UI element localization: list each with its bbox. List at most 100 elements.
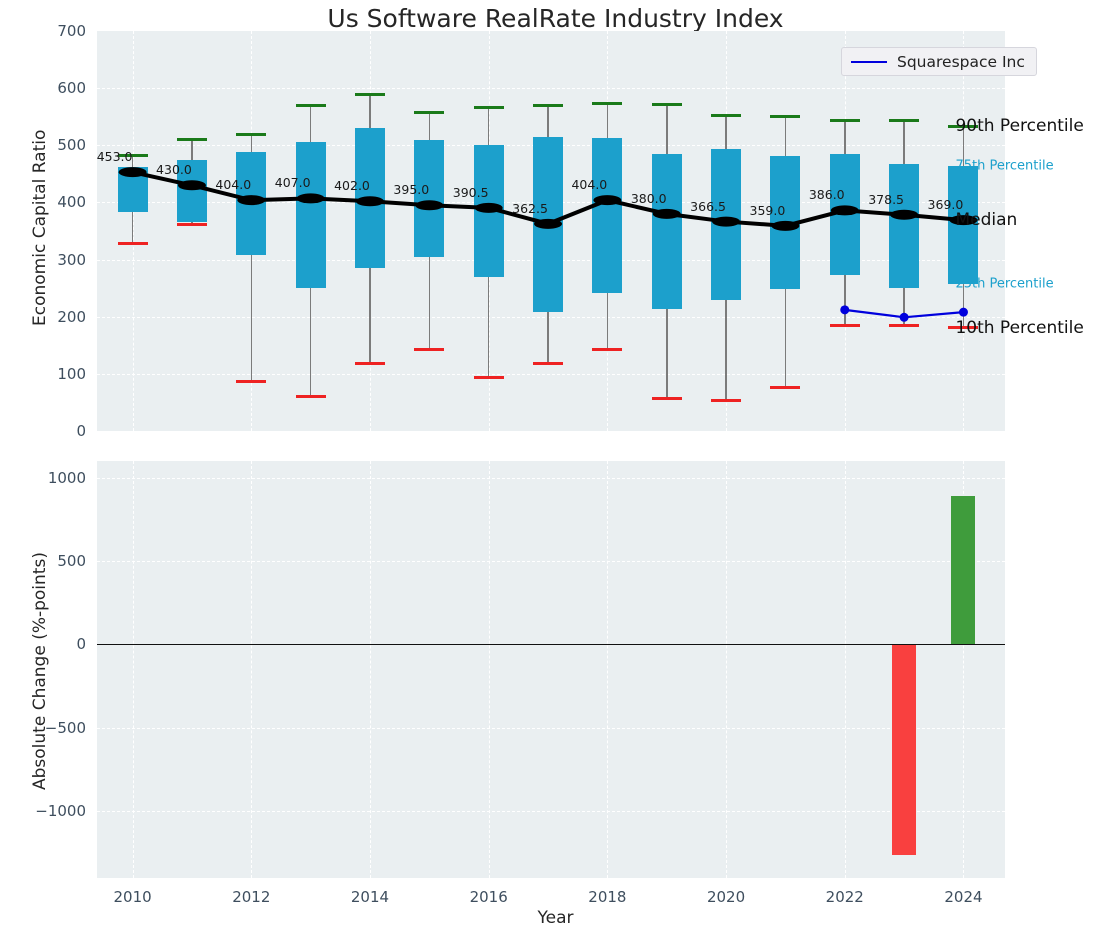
gridline-horizontal [97,477,1005,479]
y-tick-label: 0 [76,422,86,440]
median-marker [830,205,859,216]
gridline-vertical [132,461,134,878]
interquartile-box [651,153,682,309]
positive-change-bar [951,495,976,645]
legend[interactable]: Squarespace Inc [841,47,1037,76]
gridline-horizontal [97,88,1005,90]
p90-cap [948,124,979,128]
x-axis-label: Year [537,908,574,928]
median-value-label: 362.5 [512,200,548,216]
median-marker [177,180,206,191]
p10-cap [533,361,564,365]
p10-cap [592,348,623,352]
median-marker [949,215,978,226]
median-value-label: 366.5 [690,198,726,214]
median-value-label: 404.0 [215,177,252,193]
p90-cap [414,110,445,114]
median-value-label: 380.0 [630,190,667,206]
median-marker [415,200,444,211]
p90-cap [236,132,267,136]
p10-cap [414,348,445,352]
absolute-change-plot-area [97,461,1005,878]
y-tick-label: 500 [57,552,86,571]
y-tick-label: 1000 [47,468,86,487]
y-tick-label: 100 [57,364,86,383]
zero-baseline [97,644,1005,646]
p90-cap [770,115,801,119]
p10-cap [176,223,207,227]
median-marker [652,208,681,219]
legend-line-swatch [851,60,887,63]
p90-cap [533,103,564,107]
median-marker [593,195,622,206]
median-marker [296,193,325,204]
gridline-vertical [844,461,846,878]
median-marker [712,216,741,227]
p90-cap [829,119,860,123]
y-tick-label: −500 [44,718,86,737]
median-value-label: 359.0 [749,202,786,218]
interquartile-box [176,160,207,223]
y-tick-label: 500 [57,136,86,155]
median-value-label: 453.0 [96,149,133,165]
gridline-horizontal [97,811,1005,813]
median-marker [474,202,503,213]
y-tick-label: −1000 [35,802,86,821]
y-axis-label-bottom: Absolute Change (%-points) [30,551,50,790]
median-value-label: 395.0 [393,182,430,198]
p10-cap [473,375,504,379]
gridline-horizontal [97,316,1005,318]
p90-cap [889,119,920,123]
median-value-label: 390.5 [452,184,489,200]
chart-title: Us Software RealRate Industry Index [327,4,784,33]
gridline-horizontal [97,561,1005,563]
x-tick-label: 2010 [113,888,152,906]
whisker-stem [250,134,253,382]
median-marker [237,195,266,206]
y-tick-label: 300 [57,250,86,269]
median-value-label: 407.0 [274,175,311,191]
gridline-vertical [607,461,609,878]
x-tick-label: 2012 [232,888,271,906]
y-tick-label: 400 [57,193,86,212]
percentile-annotation: 75th Percentile [955,158,1054,174]
percentile-annotation: 10th Percentile [955,317,1084,338]
p10-cap [236,380,267,384]
p10-cap [829,324,860,328]
gridline-vertical [488,461,490,878]
p10-cap [770,386,801,390]
gridline-vertical [963,461,965,878]
median-value-label: 386.0 [808,187,845,203]
p10-cap [354,361,385,365]
gridline-horizontal [97,373,1005,375]
percentile-annotation: Median [955,210,1018,231]
gridline-horizontal [97,727,1005,729]
p90-cap [117,154,148,158]
median-marker [534,218,563,229]
p10-cap [889,324,920,328]
p90-cap [473,106,504,110]
gridline-vertical [726,461,728,878]
median-value-label: 369.0 [927,197,964,213]
percentile-annotation: 90th Percentile [955,116,1084,137]
median-marker [355,196,384,207]
p10-cap [295,395,326,399]
median-marker [771,220,800,231]
interquartile-box [414,140,445,257]
x-tick-label: 2014 [350,888,390,906]
y-axis-label-top: Economic Capital Ratio [30,129,50,326]
p90-cap [354,92,385,96]
p90-cap [711,113,742,117]
y-tick-label: 0 [76,635,86,654]
p10-cap [948,326,979,330]
y-tick-label: 200 [57,307,86,326]
median-value-label: 378.5 [868,191,905,207]
gridline-horizontal [97,431,1005,432]
p90-cap [176,138,207,142]
legend-label-squarespace: Squarespace Inc [897,52,1025,71]
p10-cap [117,242,148,246]
y-tick-label: 600 [57,79,86,98]
p90-cap [592,102,623,106]
median-value-label: 404.0 [571,177,608,193]
